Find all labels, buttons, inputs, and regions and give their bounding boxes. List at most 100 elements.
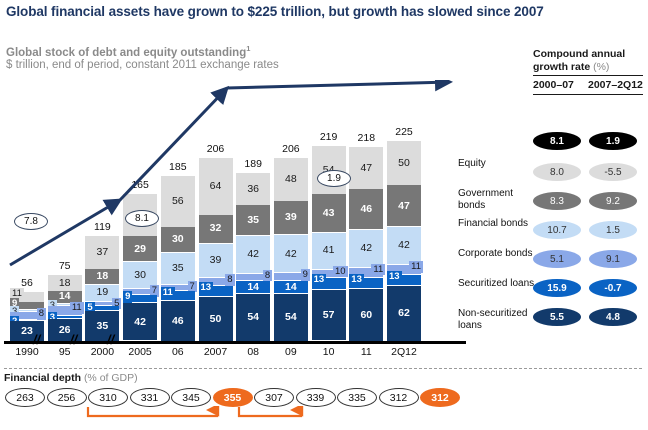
- bar-segment-equity: 56: [160, 176, 195, 227]
- cagr-table-rule-bottom: [533, 94, 643, 95]
- bar-segment-equity: 64: [198, 157, 233, 215]
- cagr-column-header-1: 2007–2Q12: [588, 79, 643, 91]
- cagr-row-total: 8.1 1.9: [533, 132, 645, 152]
- financial-depth-pill-2007[interactable]: 355: [212, 388, 253, 407]
- cagr-value-securitized_loans-col0: 15.9: [533, 279, 581, 297]
- cagr-row-nonsecuritized_loans: 5.5 4.8: [533, 308, 645, 328]
- financial-depth-pill-06[interactable]: 345: [171, 388, 211, 407]
- bar-total-label: 219: [319, 131, 338, 143]
- bar-stack: 36 35 42 8 14 54: [236, 172, 273, 342]
- bar-total-label: 206: [206, 142, 225, 155]
- axis-break-icon-1: //: [33, 332, 41, 347]
- cagr-value-equity-col0: 8.0: [533, 163, 581, 181]
- cagr-arrow-bubble-7.8: 7.8: [14, 213, 48, 230]
- financial-depth-pill-2000[interactable]: 310: [88, 388, 128, 407]
- bar-segment-non-securitized-loans: 57: [311, 290, 346, 342]
- financial-depth-pill-2005[interactable]: 331: [129, 388, 170, 407]
- chart-units: $ trillion, end of period, constant 2011…: [6, 59, 279, 71]
- financial-depth-pill-09[interactable]: 339: [295, 388, 336, 407]
- financial-depth-pill-2Q12[interactable]: 312: [420, 388, 460, 407]
- bar-total-label: 189: [244, 157, 262, 170]
- financial-depth-pill-1990[interactable]: 263: [5, 388, 45, 407]
- cagr-arrow-0: [9, 198, 123, 267]
- cagr-value-equity-col1: -5.5: [589, 163, 637, 181]
- x-axis-label-2005: 2005: [128, 346, 152, 358]
- bar-segment-financial-bonds: 41: [311, 232, 346, 270]
- bar-total-label: 218: [357, 131, 376, 144]
- axis-break-icon-2: //: [70, 332, 78, 347]
- cagr-arrow-1: [118, 85, 230, 202]
- financial-depth-label: Financial depth (% of GDP): [4, 372, 138, 384]
- x-axis-label-09: 09: [285, 346, 297, 358]
- cagr-value-total-col1: 1.9: [589, 132, 637, 150]
- financial-depth-pill-10[interactable]: 335: [337, 388, 377, 407]
- bar-total-label: 225: [395, 125, 413, 138]
- depth-connector: [86, 406, 220, 418]
- financial-depth-pills: 263 256 310 331 345 355 307 339 335 312 312: [0, 388, 480, 412]
- x-axis-label-2Q12: 2Q12: [391, 346, 417, 358]
- bar-total-label: 119: [94, 220, 111, 233]
- x-axis-label-08: 08: [247, 346, 260, 358]
- cagr-table-title-unit: (%): [593, 60, 610, 73]
- chart-subtitle: Global stock of debt and equity outstand…: [6, 42, 526, 60]
- cagr-column-header-0: 2000–07: [533, 79, 574, 91]
- depth-connector: [237, 406, 304, 418]
- cagr-value-corporate_bonds-col0: 5.1: [533, 250, 581, 268]
- financial-depth-unit: (% of GDP): [83, 372, 138, 384]
- financial-depth-pill-08[interactable]: 307: [254, 388, 294, 407]
- x-axis-label-06: 06: [171, 346, 184, 358]
- financial-depth-label-text: Financial depth: [4, 372, 82, 384]
- legend-item-equity[interactable]: Equity: [458, 158, 486, 169]
- legend-item-corporate_bonds[interactable]: Corporate bonds: [458, 248, 533, 259]
- bar-total-label: 185: [169, 161, 187, 174]
- financial-depth-pill-95[interactable]: 256: [46, 388, 87, 407]
- bar-total-label: 75: [58, 259, 71, 272]
- x-axis-label-95: 95: [58, 346, 71, 358]
- legend-item-government_bonds[interactable]: Government bonds: [458, 188, 514, 211]
- cagr-value-financial_bonds-col0: 10.7: [533, 221, 581, 239]
- cagr-arrow-bubble-8.1: 8.1: [125, 210, 159, 227]
- cagr-value-financial_bonds-col1: 1.5: [589, 221, 637, 239]
- cagr-row-financial_bonds: 10.7 1.5: [533, 221, 645, 241]
- bar-total-label: 56: [21, 276, 33, 289]
- cagr-table-header-row: 2000–07 2007–2Q12: [533, 79, 645, 91]
- cagr-row-government_bonds: 8.3 9.2: [533, 192, 645, 212]
- cagr-value-securitized_loans-col1: -0.7: [589, 279, 637, 297]
- cagr-arrow-bubble-1.9: 1.9: [317, 170, 351, 187]
- legend-item-nonsecuritized_loans[interactable]: Non-securitized loans: [458, 308, 528, 331]
- bar-total-label: 206: [282, 142, 300, 155]
- financial-depth-connector-arrows: [86, 406, 304, 418]
- x-axis-label-11: 11: [360, 346, 372, 358]
- x-axis-line: [4, 341, 466, 344]
- bar-segment-financial-bonds: 42: [349, 230, 384, 268]
- footnote-marker: 1: [246, 44, 251, 53]
- x-axis-label-10: 10: [322, 346, 335, 358]
- cagr-table: Compound annual growth rate (%) 2000–07 …: [533, 48, 645, 326]
- cagr-value-government_bonds-col0: 8.3: [533, 192, 581, 210]
- cagr-arrow-2: [226, 80, 453, 92]
- cagr-row-securitized_loans: 15.9 -0.7: [533, 279, 645, 299]
- chart-subtitle-text: Global stock of debt and equity outstand…: [6, 46, 247, 59]
- cagr-value-total-col0: 8.1: [533, 132, 581, 150]
- axis-break-icon-3: //: [107, 332, 115, 347]
- cagr-table-title-text: Compound annual growth rate: [533, 48, 626, 73]
- legend-item-securitized_loans[interactable]: Securitized loans: [458, 278, 535, 289]
- legend-item-financial_bonds[interactable]: Financial bonds: [458, 218, 529, 229]
- section-divider: [4, 368, 642, 369]
- cagr-value-nonsecuritized_loans-col1: 4.8: [589, 308, 637, 326]
- bar-segment-financial-bonds: 42: [387, 227, 421, 266]
- cagr-table-title: Compound annual growth rate (%): [533, 48, 645, 73]
- cagr-value-nonsecuritized_loans-col0: 5.5: [533, 308, 581, 326]
- cagr-row-equity: 8.0 -5.5: [533, 163, 645, 183]
- cagr-table-rule-top: [533, 75, 643, 76]
- x-axis-labels: 1990 95 2000 2005 06 2007 08 09 10 11 2Q12: [0, 346, 470, 362]
- bar-segment-government-bonds: 39: [273, 200, 308, 236]
- cagr-value-corporate_bonds-col1: 9.1: [589, 250, 637, 268]
- financial-depth-pill-11[interactable]: 312: [378, 388, 419, 407]
- x-axis-label-1990: 1990: [15, 346, 39, 358]
- cagr-value-government_bonds-col1: 9.2: [589, 192, 637, 210]
- cagr-arrow-overlay: [9, 80, 453, 267]
- x-axis-label-2007: 2007: [203, 346, 228, 358]
- x-axis-label-2000: 2000: [90, 346, 115, 358]
